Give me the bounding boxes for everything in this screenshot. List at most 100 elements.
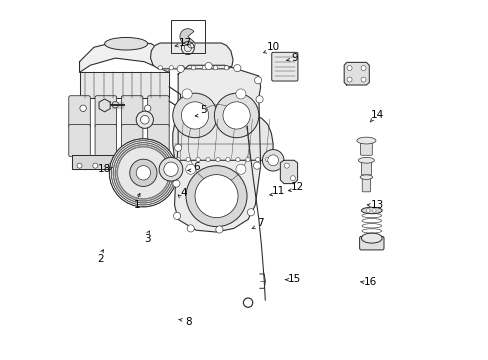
Circle shape xyxy=(169,66,173,70)
FancyBboxPatch shape xyxy=(360,139,371,155)
Text: 9: 9 xyxy=(291,53,297,63)
Circle shape xyxy=(181,102,208,129)
Circle shape xyxy=(187,41,195,48)
Ellipse shape xyxy=(356,137,375,144)
Circle shape xyxy=(93,163,98,168)
Circle shape xyxy=(235,157,240,162)
Ellipse shape xyxy=(361,207,382,214)
FancyBboxPatch shape xyxy=(361,159,371,175)
Circle shape xyxy=(177,65,184,72)
Text: 3: 3 xyxy=(144,234,151,244)
Text: 16: 16 xyxy=(363,277,376,287)
Circle shape xyxy=(213,66,217,70)
Circle shape xyxy=(346,77,351,82)
Circle shape xyxy=(185,166,246,226)
Circle shape xyxy=(255,157,260,162)
Circle shape xyxy=(136,166,150,180)
FancyBboxPatch shape xyxy=(121,125,142,157)
Polygon shape xyxy=(344,62,368,85)
Circle shape xyxy=(108,163,113,168)
Circle shape xyxy=(235,164,245,174)
Text: 17: 17 xyxy=(178,38,192,48)
Circle shape xyxy=(185,157,190,162)
Circle shape xyxy=(180,66,184,70)
Circle shape xyxy=(185,164,195,174)
Polygon shape xyxy=(172,116,273,160)
Circle shape xyxy=(196,157,200,162)
FancyBboxPatch shape xyxy=(69,125,90,157)
Text: 1: 1 xyxy=(133,200,140,210)
Circle shape xyxy=(366,209,369,212)
Circle shape xyxy=(80,105,86,112)
Circle shape xyxy=(176,157,180,162)
Polygon shape xyxy=(80,72,169,98)
Circle shape xyxy=(187,225,194,232)
Circle shape xyxy=(174,144,182,151)
Circle shape xyxy=(204,62,212,69)
Ellipse shape xyxy=(361,233,382,243)
Circle shape xyxy=(267,155,278,166)
Wedge shape xyxy=(180,29,193,44)
Circle shape xyxy=(360,66,366,71)
Circle shape xyxy=(172,180,180,187)
Circle shape xyxy=(254,77,261,84)
Circle shape xyxy=(290,176,295,181)
Circle shape xyxy=(214,93,258,138)
Circle shape xyxy=(262,149,284,171)
FancyBboxPatch shape xyxy=(121,96,142,128)
Polygon shape xyxy=(72,155,169,169)
FancyBboxPatch shape xyxy=(95,96,116,128)
Circle shape xyxy=(163,162,178,176)
Text: 5: 5 xyxy=(200,105,206,115)
FancyBboxPatch shape xyxy=(359,236,383,250)
FancyBboxPatch shape xyxy=(362,176,370,192)
Circle shape xyxy=(202,66,206,70)
Polygon shape xyxy=(80,40,169,72)
Text: 6: 6 xyxy=(192,162,199,172)
Circle shape xyxy=(173,212,180,220)
FancyBboxPatch shape xyxy=(95,125,116,157)
Circle shape xyxy=(245,157,249,162)
Circle shape xyxy=(159,157,183,181)
Circle shape xyxy=(255,96,263,103)
FancyBboxPatch shape xyxy=(147,96,169,128)
Circle shape xyxy=(144,105,151,112)
Circle shape xyxy=(360,77,366,82)
FancyBboxPatch shape xyxy=(271,52,297,81)
Polygon shape xyxy=(150,43,233,69)
Bar xyxy=(171,21,204,53)
Circle shape xyxy=(158,66,162,70)
Circle shape xyxy=(284,163,289,168)
Circle shape xyxy=(77,163,82,168)
Circle shape xyxy=(215,157,220,162)
Circle shape xyxy=(129,159,157,186)
Circle shape xyxy=(205,157,210,162)
Text: 10: 10 xyxy=(266,42,279,52)
Ellipse shape xyxy=(358,157,374,163)
Circle shape xyxy=(224,66,228,70)
Polygon shape xyxy=(99,99,110,112)
Circle shape xyxy=(247,209,254,216)
Text: 15: 15 xyxy=(287,274,300,284)
Text: 8: 8 xyxy=(185,317,192,327)
Circle shape xyxy=(140,163,145,168)
Text: 11: 11 xyxy=(271,186,285,196)
Text: 13: 13 xyxy=(370,200,383,210)
Text: 12: 12 xyxy=(290,182,304,192)
Circle shape xyxy=(223,102,250,129)
Circle shape xyxy=(225,157,230,162)
Circle shape xyxy=(124,163,129,168)
Circle shape xyxy=(372,209,375,212)
Text: 14: 14 xyxy=(370,111,383,121)
Circle shape xyxy=(346,66,351,71)
Circle shape xyxy=(182,89,192,99)
Ellipse shape xyxy=(104,37,147,50)
Text: 7: 7 xyxy=(257,218,264,228)
FancyBboxPatch shape xyxy=(69,96,90,128)
Circle shape xyxy=(136,111,153,129)
Polygon shape xyxy=(280,160,297,184)
Circle shape xyxy=(235,89,245,99)
Circle shape xyxy=(265,157,269,162)
Circle shape xyxy=(172,93,217,138)
Circle shape xyxy=(156,163,161,168)
